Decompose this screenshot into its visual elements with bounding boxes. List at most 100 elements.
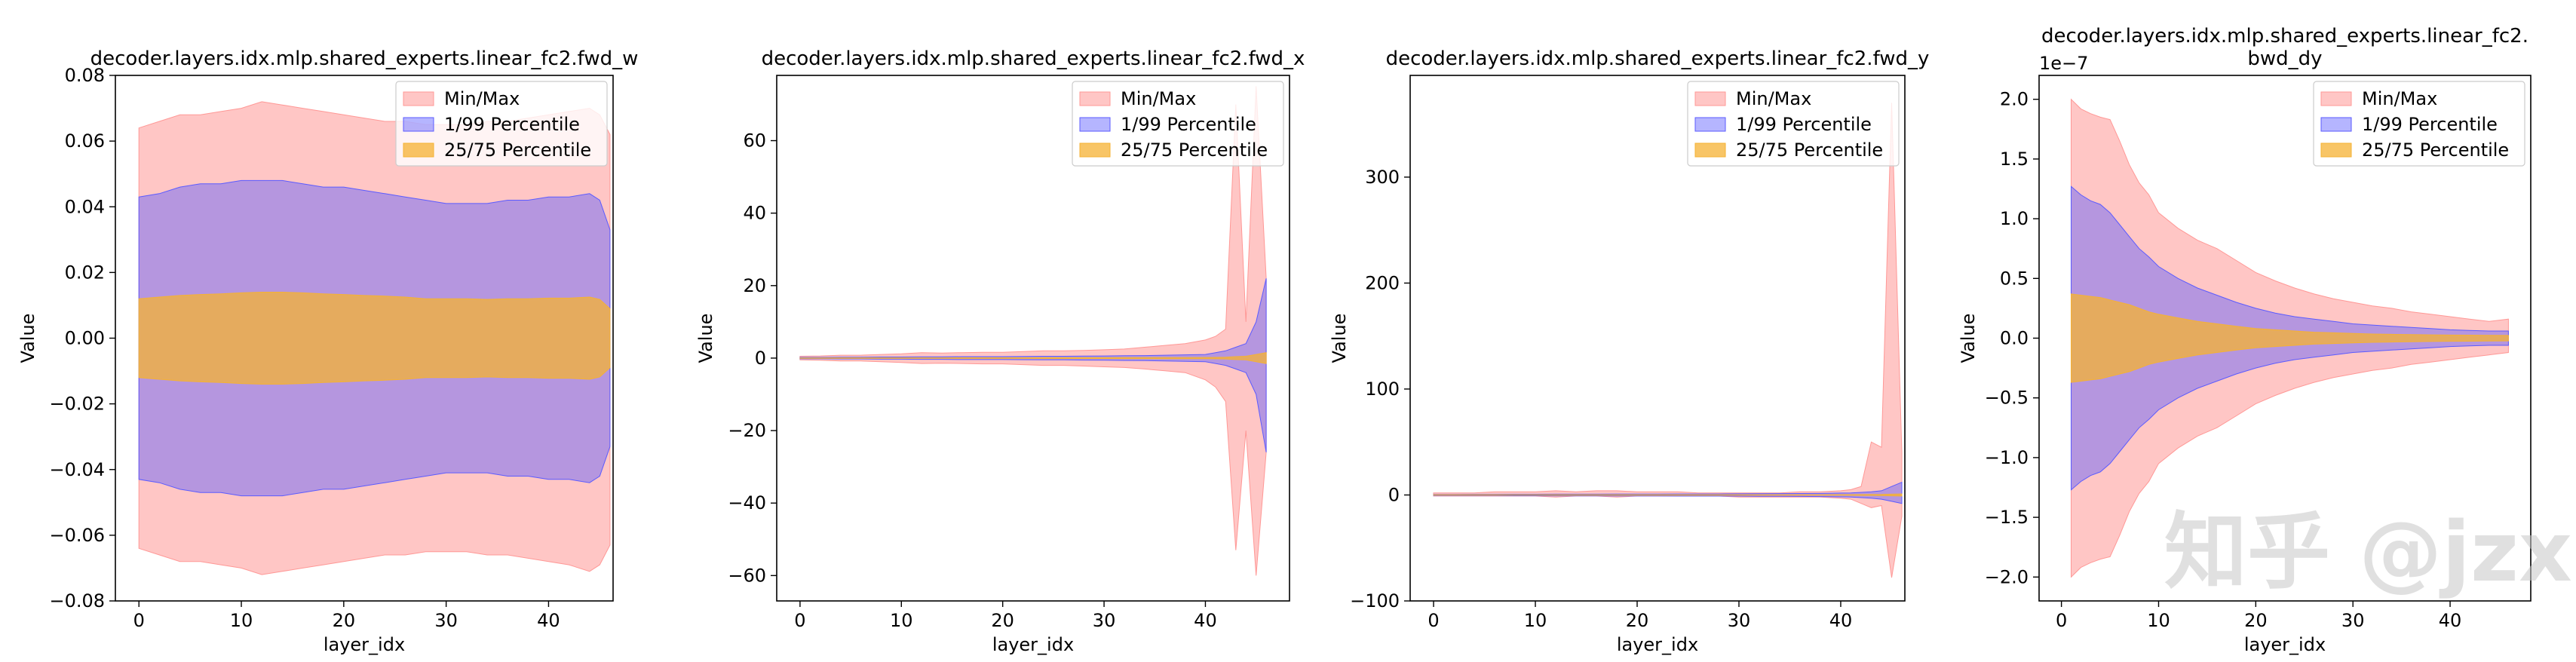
legend-swatch bbox=[2320, 143, 2352, 158]
x-tick-label: 20 bbox=[991, 610, 1014, 631]
legend-frame bbox=[1072, 81, 1284, 167]
y-tick-label: −0.06 bbox=[49, 525, 105, 546]
x-axis-label: layer_idx bbox=[1617, 634, 1698, 655]
x-tick-label: 0 bbox=[794, 610, 805, 631]
x-tick-label: 10 bbox=[2147, 610, 2170, 631]
x-tick-label: 10 bbox=[230, 610, 253, 631]
band-p1-99 bbox=[799, 278, 1267, 452]
band-p25-75 bbox=[1433, 493, 1903, 497]
x-tick-label: 20 bbox=[1626, 610, 1649, 631]
y-axis-label: Value bbox=[17, 314, 38, 363]
y-tick-label: 0 bbox=[755, 348, 766, 369]
y-tick-label: 0.08 bbox=[65, 65, 105, 86]
y-tick-label: 0.04 bbox=[65, 196, 105, 217]
legend-frame bbox=[395, 81, 608, 167]
legend: Min/Max 1/99 Percentile 25/75 Percentile bbox=[395, 81, 608, 167]
chart-title: decoder.layers.idx.mlp.shared_experts.li… bbox=[2041, 25, 2528, 48]
legend-frame bbox=[2313, 81, 2525, 167]
y-axis-label: Value bbox=[695, 314, 716, 363]
subplot-bwd-dy: 0 10 20 30 40 −2.0 −1.5 −1.0 −0.5 0.0 0.5 1.0 1.5 2.0… bbox=[1958, 25, 2532, 655]
x-tick-label: 20 bbox=[2244, 610, 2268, 631]
y-tick-label: −0.5 bbox=[1985, 388, 2029, 409]
plot-area bbox=[799, 86, 1267, 576]
x-tick-label: 0 bbox=[1428, 610, 1439, 631]
x-axis-label: layer_idx bbox=[2244, 634, 2326, 655]
subplot-fwd-x: 0 10 20 30 40 −60 −40 −20 0 20 40 60 layer_idx Value d… bbox=[695, 48, 1305, 655]
y-tick-label: 20 bbox=[743, 275, 766, 296]
subplot-fwd-w: 0 10 20 30 40 −0.08 −0.06 −0.04 −0.02 0.00 0.02 0.0… bbox=[17, 48, 638, 655]
axes-frame bbox=[1409, 75, 1906, 602]
y-tick-label: 100 bbox=[1365, 379, 1400, 400]
x-tick-label: 40 bbox=[1829, 610, 1853, 631]
chart-title: decoder.layers.idx.mlp.shared_experts.li… bbox=[1386, 48, 1930, 70]
x-tick-label: 40 bbox=[1194, 610, 1217, 631]
y-tick-label: −100 bbox=[1350, 590, 1400, 611]
y-tick-label: −60 bbox=[728, 565, 766, 586]
legend-label: 1/99 Percentile bbox=[1736, 114, 1872, 135]
offset-text: 1e−7 bbox=[2039, 53, 2088, 74]
band-p25-75 bbox=[799, 352, 1267, 364]
legend-swatch bbox=[1694, 143, 1726, 158]
x-tick-label: 40 bbox=[2439, 610, 2462, 631]
legend-label: 1/99 Percentile bbox=[444, 114, 580, 135]
y-tick-label: −0.02 bbox=[49, 394, 105, 415]
x-axis-label: layer_idx bbox=[324, 634, 405, 655]
y-tick-label: −0.08 bbox=[49, 590, 105, 611]
x-tick-label: 10 bbox=[890, 610, 913, 631]
x-tick-label: 0 bbox=[133, 610, 145, 631]
y-tick-label: 1.5 bbox=[2000, 149, 2029, 170]
legend-swatch bbox=[403, 91, 434, 106]
legend-label: Min/Max bbox=[1121, 88, 1196, 109]
legend-swatch bbox=[1079, 117, 1111, 132]
y-tick-label: 40 bbox=[743, 203, 766, 224]
x-tick-label: 40 bbox=[537, 610, 560, 631]
axes-frame bbox=[776, 75, 1290, 602]
legend-frame bbox=[1687, 81, 1900, 167]
y-tick-label: −20 bbox=[728, 420, 766, 441]
x-tick-label: 0 bbox=[2056, 610, 2067, 631]
plot-area bbox=[2071, 98, 2509, 578]
legend-swatch bbox=[1694, 117, 1726, 132]
band-p1-99 bbox=[1433, 481, 1903, 504]
y-tick-label: 60 bbox=[743, 130, 766, 152]
y-tick-label: 0.00 bbox=[65, 328, 105, 349]
y-axis-label: Value bbox=[1958, 314, 1979, 363]
y-tick-label: −40 bbox=[728, 492, 766, 513]
y-tick-label: 1.0 bbox=[2000, 208, 2029, 229]
legend-label: 25/75 Percentile bbox=[444, 139, 591, 161]
x-tick-label: 30 bbox=[1728, 610, 1751, 631]
legend-swatch bbox=[2320, 117, 2352, 132]
legend: Min/Max 1/99 Percentile 25/75 Percentile bbox=[1687, 81, 1900, 167]
y-tick-label: −1.5 bbox=[1985, 507, 2029, 528]
y-tick-label: 0.06 bbox=[65, 130, 105, 152]
x-tick-label: 30 bbox=[2341, 610, 2365, 631]
legend-swatch bbox=[403, 117, 434, 132]
y-tick-label: −1.0 bbox=[1985, 447, 2029, 468]
y-tick-label: −2.0 bbox=[1985, 566, 2029, 587]
chart-title: decoder.layers.idx.mlp.shared_experts.li… bbox=[90, 48, 639, 70]
x-axis-label: layer_idx bbox=[992, 634, 1074, 655]
legend-label: 1/99 Percentile bbox=[1121, 114, 1256, 135]
legend-label: Min/Max bbox=[2362, 88, 2437, 109]
x-tick-label: 10 bbox=[1524, 610, 1547, 631]
y-tick-label: 0 bbox=[1388, 484, 1400, 505]
band-p25-75 bbox=[138, 292, 611, 385]
legend: Min/Max 1/99 Percentile 25/75 Percentile bbox=[1072, 81, 1284, 167]
plot-area bbox=[1433, 103, 1903, 578]
chart-title: decoder.layers.idx.mlp.shared_experts.li… bbox=[762, 48, 1305, 70]
plot-area bbox=[138, 101, 611, 575]
legend: Min/Max 1/99 Percentile 25/75 Percentile bbox=[2313, 81, 2525, 167]
legend-swatch bbox=[403, 143, 434, 158]
legend-swatch bbox=[1079, 91, 1111, 106]
chart-title: bwd_dy bbox=[2247, 48, 2322, 70]
x-tick-label: 30 bbox=[1093, 610, 1116, 631]
legend-label: Min/Max bbox=[1736, 88, 1811, 109]
x-tick-label: 30 bbox=[434, 610, 458, 631]
legend-label: 25/75 Percentile bbox=[1121, 139, 1268, 161]
legend-swatch bbox=[1079, 143, 1111, 158]
legend-label: 1/99 Percentile bbox=[2362, 114, 2498, 135]
watermark-text: 知乎 @jzx bbox=[2164, 504, 2572, 600]
band-minmax bbox=[1433, 103, 1903, 578]
y-axis-label: Value bbox=[1329, 314, 1350, 363]
